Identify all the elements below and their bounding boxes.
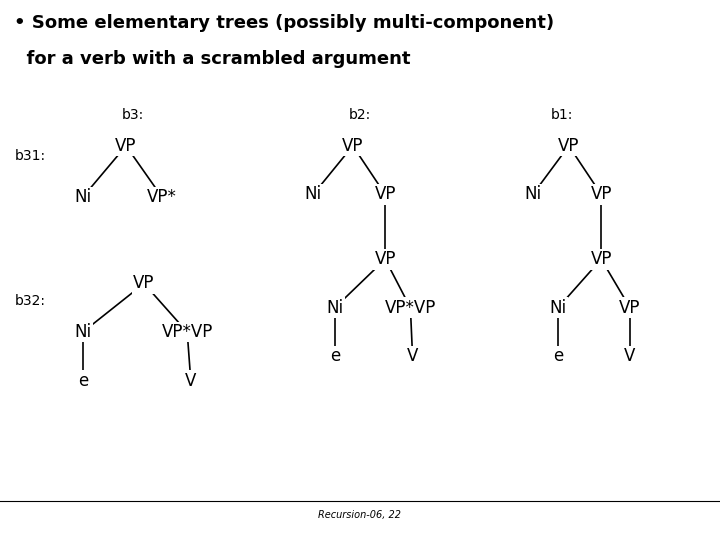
Text: VP: VP xyxy=(590,185,612,204)
Text: b31:: b31: xyxy=(14,148,45,163)
Text: VP*VP: VP*VP xyxy=(384,299,436,317)
Text: V: V xyxy=(407,347,418,366)
Text: Ni: Ni xyxy=(549,299,567,317)
Text: Ni: Ni xyxy=(524,185,541,204)
Text: Ni: Ni xyxy=(74,188,91,206)
Text: Recursion-06, 22: Recursion-06, 22 xyxy=(318,510,402,521)
Text: VP: VP xyxy=(619,299,641,317)
Text: Ni: Ni xyxy=(305,185,322,204)
Text: VP: VP xyxy=(133,274,155,293)
Text: Ni: Ni xyxy=(326,299,343,317)
Text: VP: VP xyxy=(115,137,137,155)
Text: e: e xyxy=(330,347,340,366)
Text: VP: VP xyxy=(374,185,396,204)
Text: V: V xyxy=(185,372,197,390)
Text: VP*VP: VP*VP xyxy=(161,323,213,341)
Text: for a verb with a scrambled argument: for a verb with a scrambled argument xyxy=(14,50,411,68)
Text: Ni: Ni xyxy=(74,323,91,341)
Text: b1:: b1: xyxy=(550,108,573,122)
Text: V: V xyxy=(624,347,636,366)
Text: VP: VP xyxy=(374,250,396,268)
Text: b32:: b32: xyxy=(14,294,45,308)
Text: e: e xyxy=(78,372,88,390)
Text: b3:: b3: xyxy=(122,108,144,122)
Text: e: e xyxy=(553,347,563,366)
Text: • Some elementary trees (possibly multi-component): • Some elementary trees (possibly multi-… xyxy=(14,14,554,31)
Text: VP: VP xyxy=(342,137,364,155)
Text: VP: VP xyxy=(558,137,580,155)
Text: VP: VP xyxy=(590,250,612,268)
Text: VP*: VP* xyxy=(147,188,177,206)
Text: b2:: b2: xyxy=(349,108,371,122)
